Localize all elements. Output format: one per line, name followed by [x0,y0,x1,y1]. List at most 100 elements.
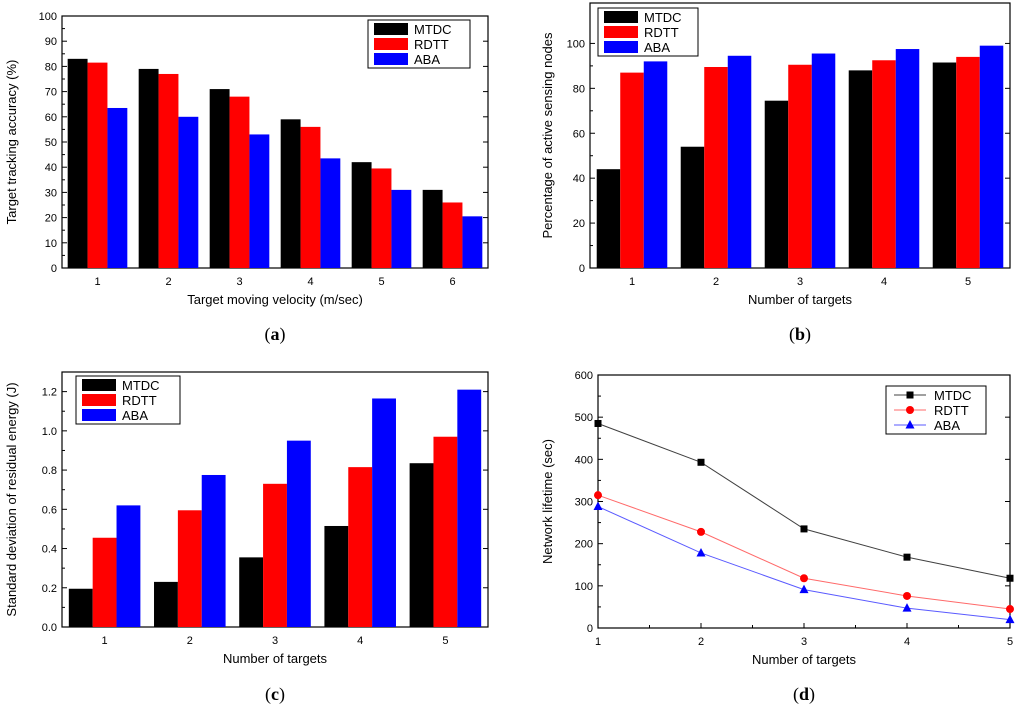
x-tick-label: 5 [1007,636,1013,648]
bar-mtdc [239,557,264,627]
legend-label: RDTT [122,393,157,408]
x-tick-label: 5 [378,276,384,288]
y-tick-label: 0 [587,623,593,635]
bar-mtdc [154,581,178,627]
bar-aba [372,398,396,627]
point-aba [799,584,809,594]
y-tick-label: 300 [575,497,593,509]
bar-aba [391,189,412,268]
bar-mtdc [596,169,621,268]
x-tick-label: 2 [698,636,704,648]
chart-a: 0 10 20 30 40 50 60 70 80 90 100 Target moving velo… [4,11,489,345]
series-line-aba [597,506,1011,621]
point-mtdc [594,419,602,427]
point-aba [902,603,912,612]
bar-rdtt [87,62,108,269]
bar-aba [107,107,128,268]
bar-rdtt [872,60,896,268]
bar-rdtt [788,64,812,268]
bar-rdtt [92,537,117,627]
legend-label: ABA [414,52,440,67]
bar-mtdc [324,525,349,627]
bar-aba [320,158,341,268]
x-tick-label: 1 [94,276,100,288]
y-tick-label: 100 [567,38,585,50]
chart-d: 0 100 200 300 400 500 600 Number of targets Netw… [540,370,1015,705]
legend-marker [906,391,914,399]
chart-c: 0.0 0.2 0.4 0.6 0.8 1.0 1.2 Number of targets St… [4,371,489,705]
bar-mtdc [932,62,957,268]
series-line-mtdc [597,423,1011,579]
point-rdtt [697,527,705,536]
legend-swatch [82,379,116,391]
point-mtdc [1006,574,1014,582]
legend-swatch [604,26,638,38]
legend-label: ABA [644,40,670,55]
y-tick-label: 0.0 [42,622,57,634]
bar-rdtt [229,96,250,268]
y-tick-label: 50 [45,137,57,149]
bar-aba [643,61,668,268]
point-mtdc [903,553,911,561]
bar-mtdc [422,189,443,268]
x-tick-label: 4 [307,276,313,288]
y-axis-label: Percentage of active sensing nodes [540,32,555,238]
point-mtdc [697,458,705,466]
x-tick-label: 3 [797,276,803,288]
x-axis-label: Number of targets [752,652,857,667]
bar-rdtt [263,483,287,627]
y-tick-label: 10 [45,238,57,250]
y-tick-label: 40 [573,173,585,185]
x-tick-label: 2 [187,635,193,647]
x-tick-label: 3 [236,276,242,288]
bar-rdtt [177,510,202,627]
bar-rdtt [433,436,458,627]
bar-aba [727,55,752,269]
legend-swatch [374,53,408,65]
bar-aba [811,53,836,268]
y-tick-label: 60 [45,112,57,124]
bar-aba [249,134,270,268]
y-tick-label: 30 [45,187,57,199]
x-tick-label: 4 [881,276,887,288]
y-tick-label: 70 [45,87,57,99]
y-tick-label: 0.6 [42,504,57,516]
legend-label: RDTT [934,403,969,418]
y-axis-label: Standard deviation of residual energy (J… [4,382,19,616]
x-tick-label: 5 [442,635,448,647]
point-aba [593,501,603,511]
x-axis-label: Target moving velocity (m/sec) [187,292,363,307]
legend-label: MTDC [644,10,682,25]
legend-marker [906,406,914,414]
y-tick-label: 40 [45,162,57,174]
bar-aba [286,440,311,627]
y-tick-label: 100 [575,581,593,593]
y-axis-label: Target tracking accuracy (%) [4,60,19,225]
bar-aba [178,116,199,268]
legend-marker [905,420,915,429]
panel-caption: (a) [265,324,286,345]
bar-rdtt [442,202,463,268]
bar-mtdc [138,68,159,268]
y-tick-label: 200 [575,539,593,551]
bar-mtdc [409,463,434,627]
bar-rdtt [371,168,392,268]
y-tick-label: 500 [575,412,593,424]
bar-rdtt [158,73,179,269]
y-tick-label: 0 [51,263,57,275]
bar-rdtt [300,126,321,268]
bar-aba [116,505,141,627]
legend-label: MTDC [122,378,160,393]
legend-label: RDTT [644,25,679,40]
legend-swatch [604,11,638,23]
bar-aba [979,45,1004,268]
point-rdtt [1006,605,1014,614]
y-tick-label: 60 [573,128,585,140]
x-tick-label: 2 [165,276,171,288]
bar-mtdc [280,119,301,268]
x-axis-label: Number of targets [223,651,328,666]
y-tick-label: 80 [573,83,585,95]
y-tick-label: 20 [45,213,57,225]
bar-rdtt [704,67,728,268]
legend-label: ABA [934,418,960,433]
